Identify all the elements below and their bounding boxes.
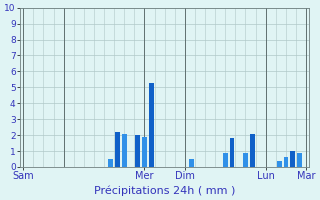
Bar	[189, 159, 194, 167]
Bar	[243, 153, 248, 167]
Bar	[277, 161, 282, 167]
Bar	[297, 153, 302, 167]
Bar	[108, 159, 113, 167]
Bar	[230, 138, 234, 167]
Bar	[122, 134, 127, 167]
Bar	[142, 137, 147, 167]
X-axis label: Précipitations 24h ( mm ): Précipitations 24h ( mm )	[94, 185, 235, 196]
Bar	[223, 153, 228, 167]
Bar	[115, 132, 120, 167]
Bar	[250, 134, 255, 167]
Bar	[284, 157, 288, 167]
Bar	[290, 151, 295, 167]
Bar	[149, 83, 154, 167]
Bar	[135, 135, 140, 167]
